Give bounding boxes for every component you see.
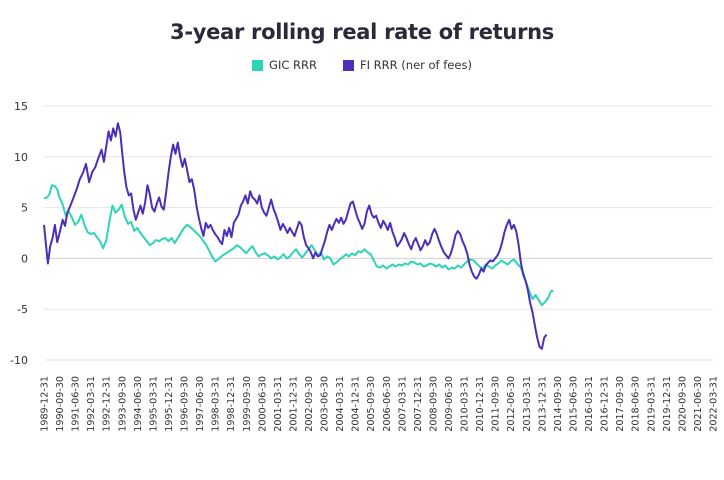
x-tick-label: 1998-03-31 [211, 376, 222, 432]
gridlines [44, 105, 713, 361]
x-tick-label: 1989-12-31 [40, 376, 51, 432]
x-tick-label: 2019-12-31 [662, 376, 673, 432]
x-tick-label: 2014-09-30 [553, 376, 564, 432]
x-tick-label: 1991-06-30 [71, 376, 82, 432]
series-lines [43, 122, 554, 350]
x-tick-label: 1995-12-31 [164, 376, 175, 432]
y-tick-label: 15 [14, 100, 28, 113]
x-tick-label: 1999-09-30 [242, 376, 253, 432]
x-tick-label: 2001-03-31 [273, 376, 284, 432]
x-tick-label: 2018-06-30 [631, 376, 642, 432]
x-tick-label: 2020-09-30 [677, 376, 688, 432]
y-tick-label: 10 [14, 151, 28, 164]
y-axis-ticks: 15 10 5 0 -5 -10 [10, 100, 28, 367]
x-tick-label: 2010-12-31 [475, 376, 486, 432]
x-tick-label: 2000-06-30 [257, 376, 268, 432]
x-tick-label: 1996-09-30 [180, 376, 191, 432]
x-tick-label: 1993-09-30 [117, 376, 128, 432]
chart-title: 3-year rolling real rate of returns [170, 20, 554, 44]
x-tick-label: 2012-06-30 [506, 376, 517, 432]
x-tick-label: 2016-03-31 [584, 376, 595, 432]
x-tick-label: 2003-06-30 [320, 376, 331, 432]
legend-label-gic: GIC RRR [269, 58, 317, 72]
x-axis-ticks: 1989-12-31 1990-09-30 1991-06-30 1992-03-31… [40, 376, 720, 432]
x-tick-label: 2017-09-30 [615, 376, 626, 432]
x-tick-label: 2008-09-30 [428, 376, 439, 432]
x-tick-label: 2004-03-31 [335, 376, 346, 432]
x-tick-label: 2011-09-30 [491, 376, 502, 432]
x-tick-label: 2007-03-31 [397, 376, 408, 432]
x-tick-label: 1992-03-31 [86, 376, 97, 432]
legend-swatch-fi [343, 59, 354, 71]
y-tick-label: -5 [17, 303, 28, 316]
legend-swatch-gic [252, 59, 264, 71]
x-tick-label: 1998-12-31 [226, 376, 237, 432]
y-tick-label: -10 [10, 354, 28, 367]
x-tick-label: 1994-06-30 [133, 376, 144, 432]
x-tick-label: 2006-06-30 [382, 376, 393, 432]
x-tick-label: 2016-12-31 [600, 376, 611, 432]
x-tick-label: 2002-09-30 [304, 376, 315, 432]
x-tick-label: 1995-03-31 [148, 376, 159, 432]
x-tick-label: 2001-12-31 [288, 376, 299, 432]
x-tick-label: 2010-03-31 [460, 376, 471, 432]
x-tick-label: 2013-12-31 [537, 376, 548, 432]
x-tick-label: 2021-06-30 [693, 376, 704, 432]
legend: GIC RRR FI RRR (ner of fees) [0, 58, 724, 72]
x-tick-label: 2019-03-31 [646, 376, 657, 432]
y-tick-label: 0 [21, 252, 28, 265]
x-tick-label: 2007-12-31 [413, 376, 424, 432]
legend-item-gic[interactable]: GIC RRR [252, 58, 317, 72]
series-line-fi [43, 122, 548, 350]
x-tick-label: 2005-09-30 [366, 376, 377, 432]
x-tick-label: 2022-03-31 [709, 376, 720, 432]
series-line-gic [43, 184, 554, 307]
x-tick-label: 1992-12-31 [102, 376, 113, 432]
y-tick-label: 5 [21, 202, 28, 215]
x-tick-label: 2015-06-30 [568, 376, 579, 432]
legend-item-fi[interactable]: FI RRR (ner of fees) [343, 58, 472, 72]
x-tick-label: 1997-06-30 [195, 376, 206, 432]
x-tick-label: 2013-03-31 [522, 376, 533, 432]
legend-label-fi: FI RRR (ner of fees) [360, 58, 472, 72]
x-tick-label: 1990-09-30 [55, 376, 66, 432]
x-tick-label: 2009-06-30 [444, 376, 455, 432]
x-tick-label: 2004-12-31 [351, 376, 362, 432]
